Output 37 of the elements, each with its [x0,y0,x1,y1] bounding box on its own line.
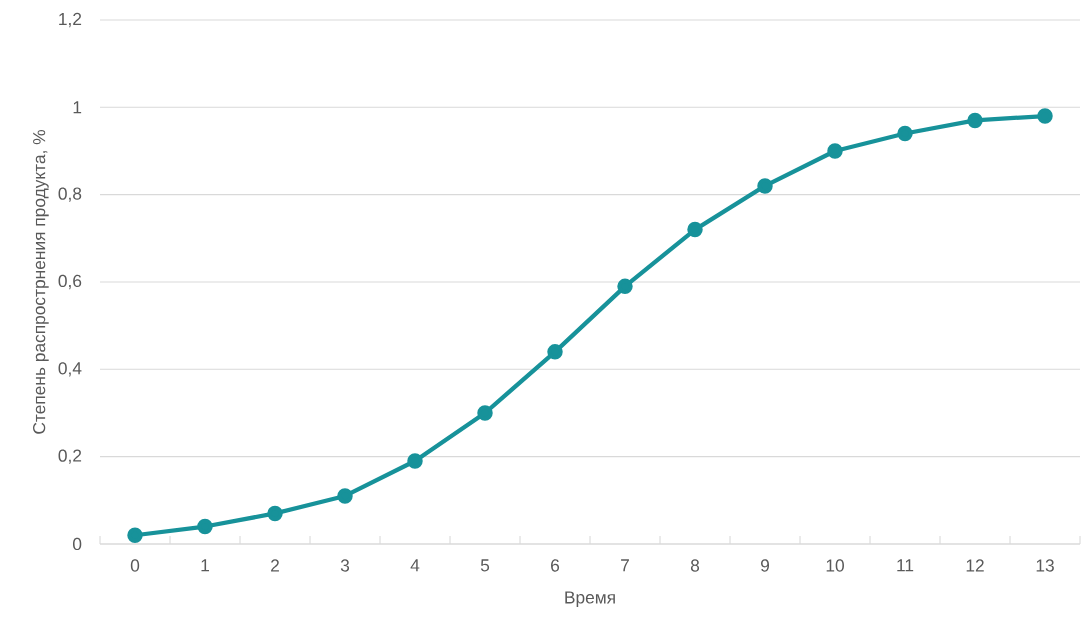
x-tick-label: 4 [410,559,420,572]
point [757,178,773,194]
x-tick-label: 3 [340,559,350,572]
y-tick-label: 0,2 [58,449,82,464]
x-tick-label: 6 [551,559,560,572]
x-tick-label: 0 [130,559,140,572]
x-tick-label: 13 [1036,559,1054,572]
y-tick-label: 0,4 [58,362,82,377]
point [547,344,563,360]
y-axis-title: Степень распрострнения продукта, % [33,130,49,434]
x-tick-label: 9 [761,559,770,572]
point [477,405,493,421]
x-tick-label: 2 [271,559,279,572]
x-tick-label: 12 [966,559,984,572]
y-tick-label: 1 [73,101,82,114]
x-axis-title: Время [565,591,615,607]
point [617,278,633,295]
x-tick-label: 8 [690,559,700,572]
point [1037,108,1053,124]
x-tick-label: 5 [480,559,490,572]
point [337,488,353,504]
point [687,221,703,238]
x-tick-label: 10 [826,559,844,572]
y-tick-label: 0,8 [58,187,82,202]
y-tick-label: 0,6 [58,274,82,290]
point [967,112,983,129]
point [897,125,913,142]
x-tick-label: 7 [621,559,629,572]
x-tick-label: 1 [201,559,209,572]
point [197,518,213,535]
point [127,527,143,543]
y-tick-label: 1,2 [59,12,82,28]
point [827,143,843,159]
point [407,453,423,469]
x-tick-label: 11 [897,559,914,572]
y-tick-label: 0 [72,537,82,551]
point [267,505,283,522]
